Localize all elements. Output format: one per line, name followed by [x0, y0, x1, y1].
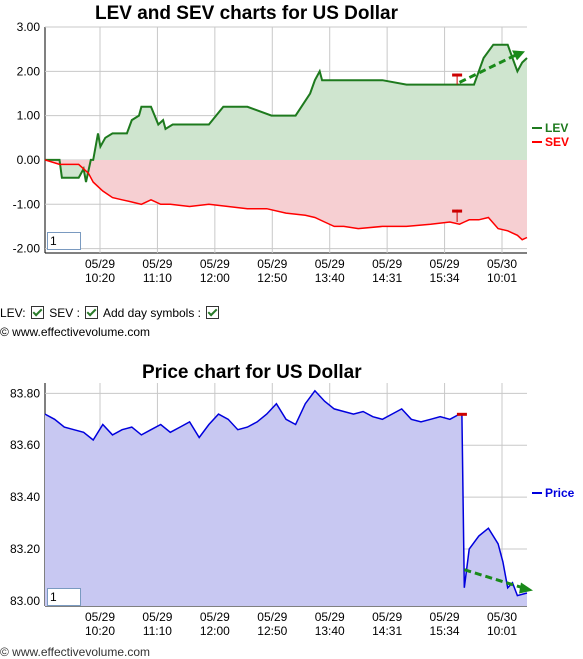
y-tick-label: 1.00	[17, 109, 41, 123]
x-tick-time-label: 14:31	[372, 624, 402, 638]
x-tick-date-label: 05/29	[85, 257, 115, 271]
copyright-text: © www.effectivevolume.com	[0, 325, 151, 339]
day-symbols-checkbox[interactable]	[206, 306, 220, 319]
zoom-input-lev-sev[interactable]: 1	[47, 232, 81, 250]
x-tick-time-label: 15:34	[430, 271, 460, 285]
y-tick-label: 2.00	[17, 64, 41, 78]
lev-area	[45, 44, 527, 183]
x-tick-time-label: 12:00	[200, 271, 230, 285]
x-tick-time-label: 11:10	[143, 271, 172, 285]
lev-checkbox[interactable]	[30, 306, 44, 319]
footer-copyright-partial: © www.effectivevolume.com	[0, 645, 151, 659]
day-symbols-label: Add day symbols :	[102, 306, 202, 320]
lev-sev-chart: 3.002.001.000.00-1.00-2.0005/2910:2005/2…	[13, 20, 569, 285]
x-tick-date-label: 05/30	[487, 257, 517, 271]
x-tick-date-label: 05/29	[142, 257, 172, 271]
x-tick-date-label: 05/29	[315, 610, 345, 624]
lev-line	[45, 43, 528, 183]
x-tick-time-label: 12:50	[257, 624, 287, 638]
zoom-input-price[interactable]: 1	[47, 588, 81, 606]
y-tick-label: 83.20	[10, 542, 40, 556]
x-tick-date-label: 05/29	[200, 610, 230, 624]
x-tick-time-label: 15:34	[430, 624, 460, 638]
y-tick-label: 83.60	[10, 438, 40, 452]
x-tick-date-label: 05/30	[487, 610, 517, 624]
legend-label: Price	[545, 486, 575, 500]
lev-toggle-label: LEV:	[0, 306, 26, 320]
x-tick-date-label: 05/29	[85, 610, 115, 624]
x-tick-date-label: 05/29	[372, 610, 402, 624]
y-tick-label: 83.80	[10, 386, 40, 400]
y-tick-label: 83.40	[10, 490, 40, 504]
x-tick-time-label: 11:10	[143, 624, 172, 638]
trend-arrow-head	[519, 582, 533, 594]
x-tick-date-label: 05/29	[430, 610, 460, 624]
x-tick-time-label: 10:01	[487, 624, 517, 638]
x-tick-time-label: 12:50	[257, 271, 287, 285]
trend-arrow-head	[512, 50, 525, 61]
x-tick-time-label: 13:40	[315, 271, 345, 285]
y-tick-label: -2.00	[13, 242, 41, 256]
sev-toggle-label: SEV :	[49, 306, 80, 320]
x-tick-time-label: 13:40	[315, 624, 345, 638]
x-tick-date-label: 05/29	[257, 610, 287, 624]
x-tick-date-label: 05/29	[315, 257, 345, 271]
y-tick-label: 83.00	[10, 594, 40, 608]
legend-label: SEV	[545, 135, 569, 149]
x-tick-time-label: 12:00	[200, 624, 230, 638]
sev-area	[45, 159, 527, 240]
price-line	[44, 389, 528, 597]
y-tick-label: 3.00	[17, 20, 41, 34]
x-tick-date-label: 05/29	[372, 257, 402, 271]
x-tick-date-label: 05/29	[430, 257, 460, 271]
chart-title-price: Price chart for US Dollar	[142, 362, 362, 383]
x-tick-time-label: 14:31	[372, 271, 402, 285]
x-tick-time-label: 10:20	[85, 624, 115, 638]
chart-controls: LEV: SEV : Add day symbols :	[0, 306, 221, 320]
legend-label: LEV	[545, 121, 568, 135]
x-tick-time-label: 10:20	[85, 271, 115, 285]
price-area	[45, 390, 527, 606]
x-tick-time-label: 10:01	[487, 271, 517, 285]
y-tick-label: 0.00	[17, 153, 41, 167]
x-tick-date-label: 05/29	[142, 610, 172, 624]
x-tick-date-label: 05/29	[257, 257, 287, 271]
day-marker-price	[456, 412, 467, 416]
sev-line	[44, 159, 528, 241]
chart-title-lev-sev: LEV and SEV charts for US Dollar	[95, 3, 399, 24]
sev-checkbox[interactable]	[85, 306, 99, 319]
y-tick-label: -1.00	[13, 197, 41, 211]
x-tick-date-label: 05/29	[200, 257, 230, 271]
